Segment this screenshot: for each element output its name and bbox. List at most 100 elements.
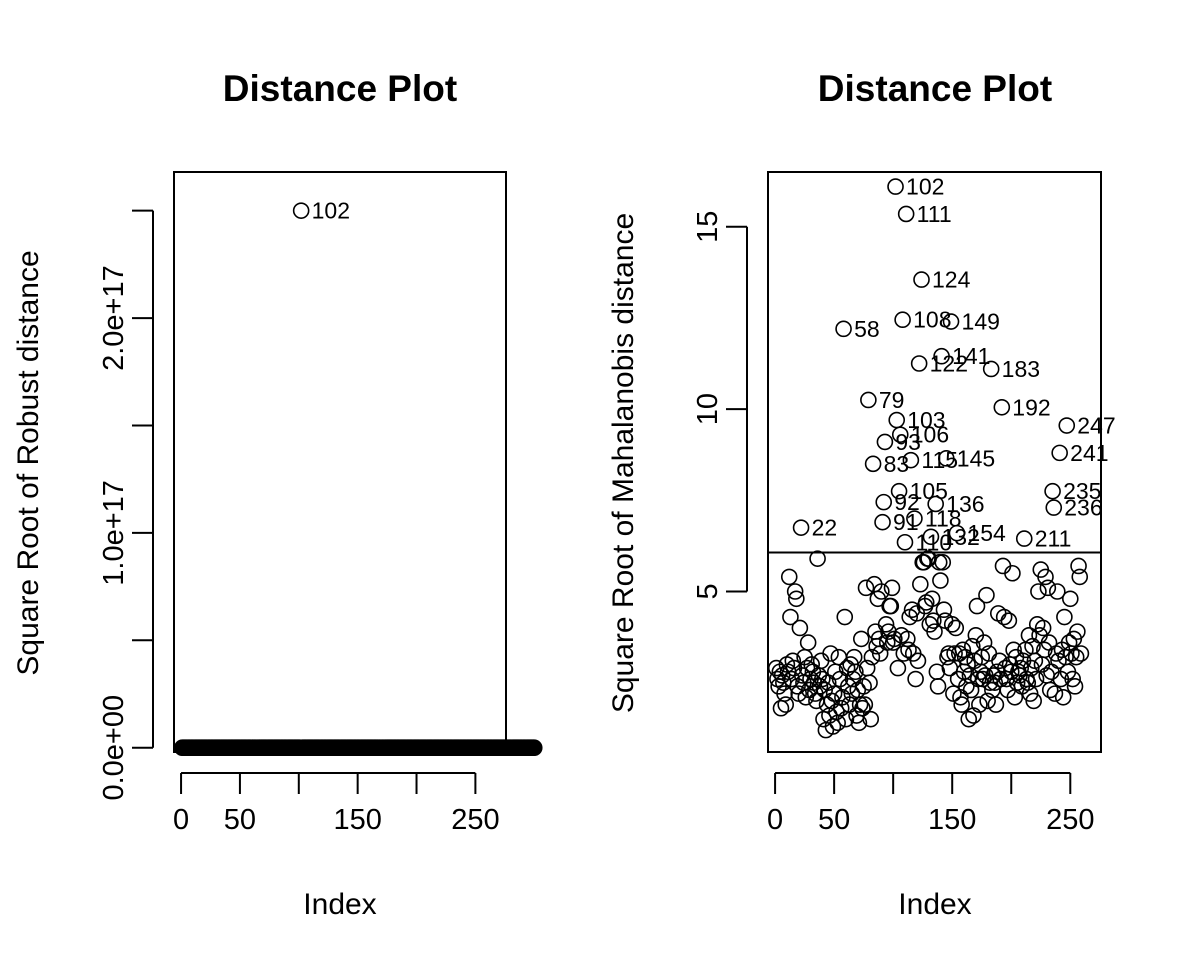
chart-title: Distance Plot xyxy=(223,68,457,109)
point-label: 108 xyxy=(913,307,951,333)
data-point xyxy=(960,710,978,728)
point-label: 136 xyxy=(946,491,984,517)
data-point xyxy=(946,645,963,662)
data-point xyxy=(292,202,310,219)
data-point xyxy=(822,645,839,662)
data-point xyxy=(875,493,893,511)
point-label: 111 xyxy=(917,201,952,227)
data-point xyxy=(825,685,843,702)
data-point xyxy=(1071,568,1089,586)
y-tick-label: 15 xyxy=(692,211,724,243)
data-point xyxy=(899,630,916,648)
data-point xyxy=(923,590,941,608)
y-axis: 5 10 15 xyxy=(692,211,748,600)
data-point xyxy=(791,619,809,637)
data-point xyxy=(776,685,793,702)
point-label: 58 xyxy=(854,316,880,342)
data-point xyxy=(927,495,944,513)
data-point xyxy=(978,586,995,604)
data-point xyxy=(1054,688,1072,706)
point-label: 236 xyxy=(1064,495,1102,521)
data-point xyxy=(883,579,901,597)
y-axis-label: Square Root of Robust distance xyxy=(12,250,45,675)
data-point xyxy=(1049,583,1066,600)
data-point xyxy=(860,391,877,409)
y-axis-label: Square Root of Mahalanobis distance xyxy=(607,213,640,713)
data-point xyxy=(897,205,915,223)
data-point xyxy=(784,652,802,670)
data-point xyxy=(942,313,960,330)
data-point xyxy=(910,355,928,372)
data-point xyxy=(894,311,911,329)
point-label: 183 xyxy=(1002,356,1040,382)
robust-distance-panel: Distance Plot Index Square Root of Robus… xyxy=(12,68,543,921)
data-point xyxy=(922,528,940,546)
data-point xyxy=(907,670,924,688)
data-point xyxy=(995,608,1013,626)
data-point xyxy=(954,641,972,659)
data-point xyxy=(975,634,993,651)
data-point xyxy=(777,696,795,713)
data-point xyxy=(1051,444,1068,462)
data-point xyxy=(856,696,874,713)
mahalanobis-distance-panel: Distance Plot Index Square Root of Mahal… xyxy=(607,68,1116,921)
x-tick-label: 50 xyxy=(818,804,850,836)
x-axis: 0 50 150 250 xyxy=(767,772,1094,836)
data-point xyxy=(1004,564,1021,582)
data-point xyxy=(857,579,875,597)
plot-frame xyxy=(767,171,1102,753)
data-point xyxy=(938,450,955,467)
point-label: 79 xyxy=(879,387,905,413)
x-axis: 0 50 150 250 xyxy=(173,772,500,836)
data-point xyxy=(896,533,914,551)
data-point xyxy=(1025,692,1042,710)
x-tick-label: 0 xyxy=(173,804,189,836)
y-tick-label: 10 xyxy=(692,393,724,425)
x-tick-label: 0 xyxy=(767,804,783,836)
x-tick-label: 250 xyxy=(451,804,499,836)
data-point xyxy=(935,601,953,619)
data-point xyxy=(932,572,949,589)
point-label: 110 xyxy=(915,529,952,555)
data-point xyxy=(835,320,852,338)
data-point xyxy=(968,597,986,615)
data-point xyxy=(926,623,943,640)
point-label: 241 xyxy=(1070,440,1108,466)
data-point xyxy=(982,360,1000,378)
data-point xyxy=(809,550,826,567)
x-tick-label: 150 xyxy=(333,804,381,836)
data-point xyxy=(1066,678,1084,695)
point-label: 124 xyxy=(932,267,971,293)
point-label: 154 xyxy=(967,520,1006,546)
point-label: 103 xyxy=(907,407,945,433)
data-point xyxy=(852,630,870,648)
data-point xyxy=(1039,579,1057,597)
x-tick-label: 50 xyxy=(224,804,256,836)
data-point xyxy=(902,451,920,469)
data-point xyxy=(780,568,798,586)
data-point xyxy=(1056,608,1073,626)
data-point xyxy=(925,612,942,629)
data-point xyxy=(832,699,850,717)
data-point xyxy=(906,510,923,527)
y-tick-label: 0.0e+00 xyxy=(98,695,130,801)
data-point xyxy=(847,663,864,681)
data-point xyxy=(889,659,907,677)
y-tick-label: 5 xyxy=(692,583,724,599)
data-point xyxy=(948,524,966,542)
data-point xyxy=(1045,499,1063,516)
x-tick-label: 150 xyxy=(928,804,976,836)
data-point xyxy=(1005,641,1022,659)
data-point xyxy=(873,583,890,600)
data-point xyxy=(786,583,804,600)
data-point xyxy=(525,739,543,757)
point-label: 149 xyxy=(962,309,1000,335)
data-point xyxy=(851,696,869,713)
point-label: 115 xyxy=(921,447,958,473)
data-points: 102 xyxy=(173,198,543,757)
data-point xyxy=(987,696,1005,713)
data-point xyxy=(1069,623,1086,640)
point-label: 235 xyxy=(1063,478,1101,504)
